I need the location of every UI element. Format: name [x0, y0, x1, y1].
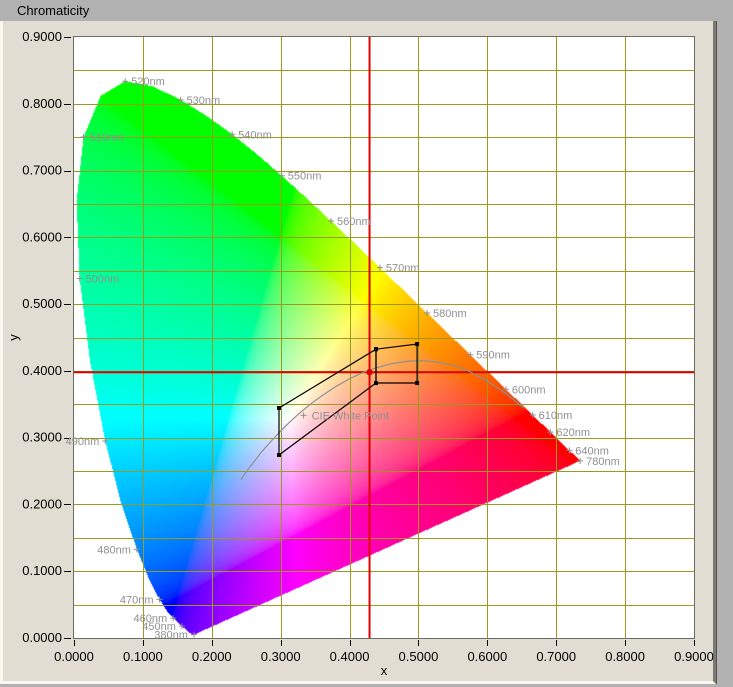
- wavelength-tick-marker: [179, 623, 185, 629]
- wavelength-label: 780nm: [586, 456, 620, 468]
- x-tick-label: 0.8000: [605, 649, 645, 664]
- wavelength-tick-marker: [424, 310, 430, 316]
- wavelength-label: 620nm: [556, 427, 590, 439]
- target-region-wide: [279, 349, 376, 455]
- white-point-label: CIE White Point: [312, 410, 390, 422]
- measured-point-dot: [366, 369, 372, 375]
- x-tick-label: 0.9000: [674, 649, 714, 664]
- y-tick-label: 0.0000: [22, 630, 62, 645]
- target-vertex-marker: [415, 342, 419, 346]
- wavelength-label: 510nm: [90, 132, 124, 144]
- wavelength-tick-marker: [77, 275, 83, 281]
- wavelength-label: 470nm: [120, 594, 154, 606]
- wavelength-label: 380nm: [154, 630, 188, 642]
- wavelength-label: 560nm: [337, 216, 371, 228]
- x-tick-label: 0.2000: [192, 649, 232, 664]
- wavelength-label: 490nm: [66, 436, 100, 448]
- y-tick-label: 0.5000: [22, 296, 62, 311]
- wavelength-tick-marker: [191, 632, 197, 638]
- wavelength-label: 480nm: [97, 544, 131, 556]
- wavelength-tick-marker: [81, 134, 87, 140]
- x-tick-label: 0.1000: [123, 649, 163, 664]
- wavelength-label: 600nm: [512, 384, 546, 396]
- target-vertex-marker: [415, 381, 419, 385]
- target-vertex-marker: [374, 347, 378, 351]
- y-tick-label: 0.2000: [22, 496, 62, 511]
- wavelength-label: 500nm: [86, 273, 120, 285]
- wavelength-tick-marker: [467, 352, 473, 358]
- wavelength-label: 540nm: [238, 129, 272, 141]
- x-tick-label: 0.5000: [399, 649, 439, 664]
- wavelength-tick-marker: [577, 458, 583, 464]
- wavelength-label: 520nm: [131, 76, 165, 88]
- wavelength-label: 610nm: [539, 410, 573, 422]
- x-tick-label: 0.3000: [261, 649, 301, 664]
- wavelength-tick-marker: [566, 447, 572, 453]
- y-tick-label: 0.6000: [22, 229, 62, 244]
- axis-group: 0.0000 0.1000 0.2000 0.3000 0.4000 0.5000 0.60…: [22, 29, 714, 664]
- wavelength-label: 530nm: [187, 95, 221, 107]
- wavelength-tick-marker: [377, 265, 383, 271]
- wavelength-label: 580nm: [433, 308, 467, 320]
- wavelength-tick-marker: [156, 596, 162, 602]
- target-vertex-marker: [277, 453, 281, 457]
- target-vertex-marker: [277, 406, 281, 410]
- x-tick-label: 0.7000: [536, 649, 576, 664]
- wavelength-tick-marker: [547, 429, 553, 435]
- y-tick-label: 0.9000: [22, 29, 62, 44]
- wavelength-tick-marker: [229, 131, 235, 137]
- chart-overlay: 0.0000 0.1000 0.2000 0.3000 0.4000 0.5000 0.60…: [0, 0, 733, 687]
- target-vertex-marker: [374, 381, 378, 385]
- wavelength-tick-marker: [134, 546, 140, 552]
- x-tick-label: 0.4000: [330, 649, 370, 664]
- y-axis-title: y: [6, 334, 21, 341]
- wavelength-label-group: 510nm 520nm 530nm 540nm 550nm 560nm 570nm 580nm…: [66, 76, 620, 641]
- wavelength-tick-marker: [178, 97, 184, 103]
- y-tick-label: 0.8000: [22, 96, 62, 111]
- wavelength-label: 570nm: [386, 263, 420, 275]
- wavelength-tick-marker: [530, 412, 536, 418]
- white-point-marker: [301, 412, 307, 418]
- x-tick-label: 0.6000: [467, 649, 507, 664]
- wavelength-label: 550nm: [288, 171, 322, 183]
- wavelength-tick-marker: [328, 218, 334, 224]
- x-axis-title: x: [381, 663, 388, 678]
- y-tick-label: 0.4000: [22, 363, 62, 378]
- y-tick-label: 0.3000: [22, 430, 62, 445]
- x-tick-label: 0.0000: [54, 649, 94, 664]
- y-tick-label: 0.1000: [22, 563, 62, 578]
- wavelength-tick-marker: [122, 78, 128, 84]
- wavelength-tick-marker: [279, 173, 285, 179]
- y-tick-label: 0.7000: [22, 163, 62, 178]
- wavelength-label: 590nm: [476, 350, 510, 362]
- grid-group: [74, 37, 694, 638]
